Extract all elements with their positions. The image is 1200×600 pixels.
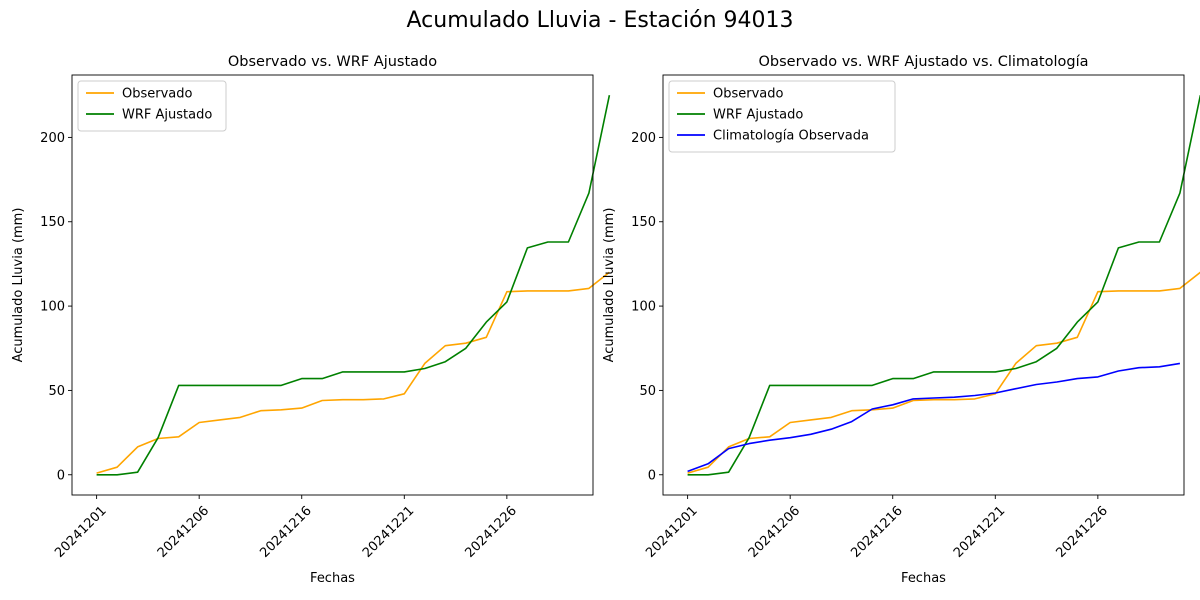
y-tick-label: 50	[639, 384, 656, 399]
legend-frame	[77, 80, 227, 132]
legend-label: Observado	[713, 87, 784, 102]
series-line-2	[687, 95, 1200, 476]
y-tick-label: 200	[40, 131, 65, 146]
x-axis-label: Fechas	[310, 571, 355, 586]
x-tick-label: 20241216	[257, 503, 314, 560]
chart-title: Observado vs. WRF Ajustado	[228, 54, 437, 70]
axes-frame	[662, 74, 1185, 496]
x-tick-label: 20241216	[848, 503, 905, 560]
legend-label: WRF Ajustado	[713, 108, 803, 123]
chart-panel-1: Observado vs. WRF Ajustado 0 50 100 150 200 20…	[11, 54, 611, 586]
legend-label: Climatología Observada	[713, 129, 869, 144]
x-tick-label: 20241201	[52, 503, 109, 560]
legend-label: Observado	[122, 87, 193, 102]
x-axis-label: Fechas	[901, 571, 946, 586]
series-line-2	[96, 95, 611, 476]
legend-frame	[668, 80, 896, 153]
y-tick-label: 0	[648, 468, 656, 483]
figure-title: Acumulado Lluvia - Estación 94013	[406, 8, 794, 33]
legend: Observado WRF Ajustado Climatología Observ…	[668, 80, 896, 153]
y-axis-label: Acumulado Lluvia (mm)	[11, 208, 26, 363]
x-tick-label: 20241206	[155, 503, 212, 560]
x-tick-label: 20241226	[1054, 503, 1111, 560]
chart-panel-2: Observado vs. WRF Ajustado vs. Climatolo…	[602, 54, 1200, 586]
legend-label: WRF Ajustado	[122, 108, 212, 123]
y-axis-label: Acumulado Lluvia (mm)	[602, 208, 617, 363]
series-line-1	[96, 271, 610, 474]
series-line-1	[687, 271, 1200, 474]
y-tick-label: 0	[57, 468, 65, 483]
x-tick-label: 20241201	[643, 503, 700, 560]
y-tick-label: 50	[48, 384, 65, 399]
x-tick-label: 20241226	[463, 503, 520, 560]
x-tick-label: 20241221	[360, 503, 417, 560]
y-tick-label: 150	[40, 215, 65, 230]
chart-title: Observado vs. WRF Ajustado vs. Climatolo…	[759, 54, 1089, 70]
axes-frame	[71, 74, 594, 496]
y-tick-label: 100	[40, 300, 65, 315]
y-tick-label: 100	[631, 300, 656, 315]
y-tick-label: 200	[631, 131, 656, 146]
y-tick-label: 150	[631, 215, 656, 230]
x-tick-label: 20241221	[951, 503, 1008, 560]
legend: Observado WRF Ajustado	[77, 80, 227, 132]
series-line-3	[687, 362, 1181, 473]
x-tick-label: 20241206	[746, 503, 803, 560]
